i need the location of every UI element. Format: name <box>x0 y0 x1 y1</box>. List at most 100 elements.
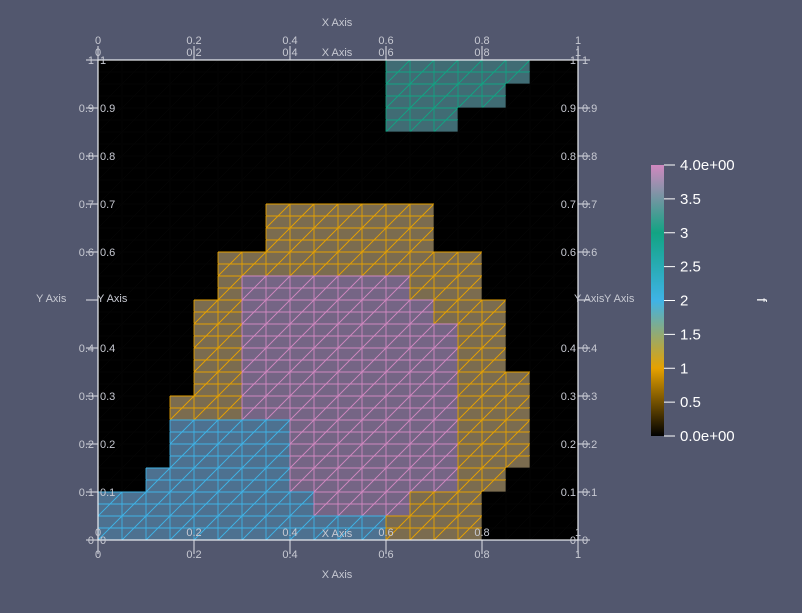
mesh-cell <box>506 228 531 241</box>
mesh-diagonal <box>397 491 411 505</box>
mesh-diagonal <box>565 443 579 457</box>
mesh-diagonal <box>181 443 195 457</box>
mesh-cell <box>170 252 195 265</box>
mesh-diagonal <box>157 515 171 529</box>
mesh-diagonal <box>109 395 123 409</box>
mesh-cell <box>530 204 555 217</box>
mesh-cell <box>98 360 123 373</box>
mesh-diagonal <box>121 287 135 301</box>
mesh-diagonal <box>469 395 483 409</box>
mesh-cell <box>482 144 507 157</box>
mesh-diagonal <box>313 407 327 421</box>
mesh-diagonal <box>373 323 387 337</box>
mesh-diagonal <box>277 299 291 313</box>
mesh-cell <box>242 324 267 337</box>
mesh-diagonal <box>205 227 219 241</box>
mesh-cell <box>194 216 219 229</box>
mesh-diagonal <box>121 407 135 421</box>
mesh-cell <box>98 108 123 121</box>
mesh-diagonal <box>313 143 327 157</box>
mesh-diagonal <box>145 359 159 373</box>
y-tick-label-right-inner: 0.1 <box>561 487 576 499</box>
mesh-cell <box>410 264 435 277</box>
mesh-diagonal <box>517 131 531 145</box>
mesh-diagonal <box>229 227 243 241</box>
y-tick-label-right: 0.8 <box>582 151 597 163</box>
mesh-diagonal <box>433 95 447 109</box>
mesh-diagonal <box>265 359 279 373</box>
x-axis-title-top-inner: X Axis <box>322 47 353 59</box>
mesh-cell <box>554 324 579 337</box>
mesh-cell <box>170 204 195 217</box>
mesh-cell <box>314 456 339 469</box>
mesh-diagonal <box>517 491 531 505</box>
mesh-diagonal <box>157 395 171 409</box>
mesh-cell <box>362 144 387 157</box>
mesh-diagonal <box>445 275 459 289</box>
mesh-cell <box>506 180 531 193</box>
mesh-diagonal <box>157 251 171 265</box>
mesh-diagonal <box>349 371 363 385</box>
mesh-cell <box>434 324 459 337</box>
mesh-diagonal <box>217 215 231 229</box>
mesh-diagonal <box>541 179 555 193</box>
mesh-diagonal <box>217 71 231 85</box>
mesh-diagonal <box>493 59 507 73</box>
mesh-diagonal <box>409 119 423 133</box>
mesh-diagonal <box>373 275 387 289</box>
mesh-diagonal <box>205 395 219 409</box>
mesh-diagonal <box>409 359 423 373</box>
mesh-cell <box>362 312 387 325</box>
mesh-cell <box>218 72 243 85</box>
mesh-diagonal <box>373 59 387 73</box>
mesh-diagonal <box>457 527 471 541</box>
mesh-cell <box>242 420 267 433</box>
mesh-diagonal <box>241 359 255 373</box>
mesh-diagonal <box>169 119 183 133</box>
mesh-diagonal <box>157 419 171 433</box>
mesh-diagonal <box>109 371 123 385</box>
mesh-cell <box>386 492 411 505</box>
mesh-cell <box>146 216 171 229</box>
mesh-diagonal <box>169 431 183 445</box>
mesh-cell <box>218 132 243 145</box>
mesh-cell <box>122 60 147 73</box>
mesh-cell <box>410 516 435 529</box>
mesh-cell <box>266 528 291 541</box>
mesh-diagonal <box>517 83 531 97</box>
mesh-cell <box>362 120 387 133</box>
mesh-cell <box>530 264 555 277</box>
mesh-diagonal <box>565 131 579 145</box>
mesh-diagonal <box>289 383 303 397</box>
mesh-cell <box>242 72 267 85</box>
mesh-cell <box>146 72 171 85</box>
mesh-diagonal <box>493 107 507 121</box>
mesh-diagonal <box>529 503 543 517</box>
mesh-cell <box>338 192 363 205</box>
mesh-cell <box>362 372 387 385</box>
mesh-diagonal <box>265 191 279 205</box>
mesh-cell <box>194 528 219 541</box>
mesh-cell <box>170 504 195 517</box>
mesh-diagonal <box>553 311 567 325</box>
mesh-diagonal <box>157 131 171 145</box>
mesh-cell <box>146 480 171 493</box>
mesh-cell <box>530 468 555 481</box>
mesh-cell <box>314 432 339 445</box>
y-tick-label-right-inner: 0 <box>570 535 576 547</box>
mesh-diagonal <box>409 527 423 541</box>
mesh-cell <box>530 504 555 517</box>
mesh-cell <box>242 504 267 517</box>
mesh-cell <box>554 216 579 229</box>
mesh-diagonal <box>373 155 387 169</box>
mesh-diagonal <box>553 143 567 157</box>
mesh-diagonal <box>229 299 243 313</box>
mesh-cell <box>458 444 483 457</box>
mesh-cell <box>194 192 219 205</box>
mesh-diagonal <box>133 347 147 361</box>
mesh-cell <box>266 252 291 265</box>
mesh-diagonal <box>181 275 195 289</box>
mesh-cell <box>194 144 219 157</box>
mesh-diagonal <box>505 359 519 373</box>
mesh-cell <box>554 60 579 73</box>
